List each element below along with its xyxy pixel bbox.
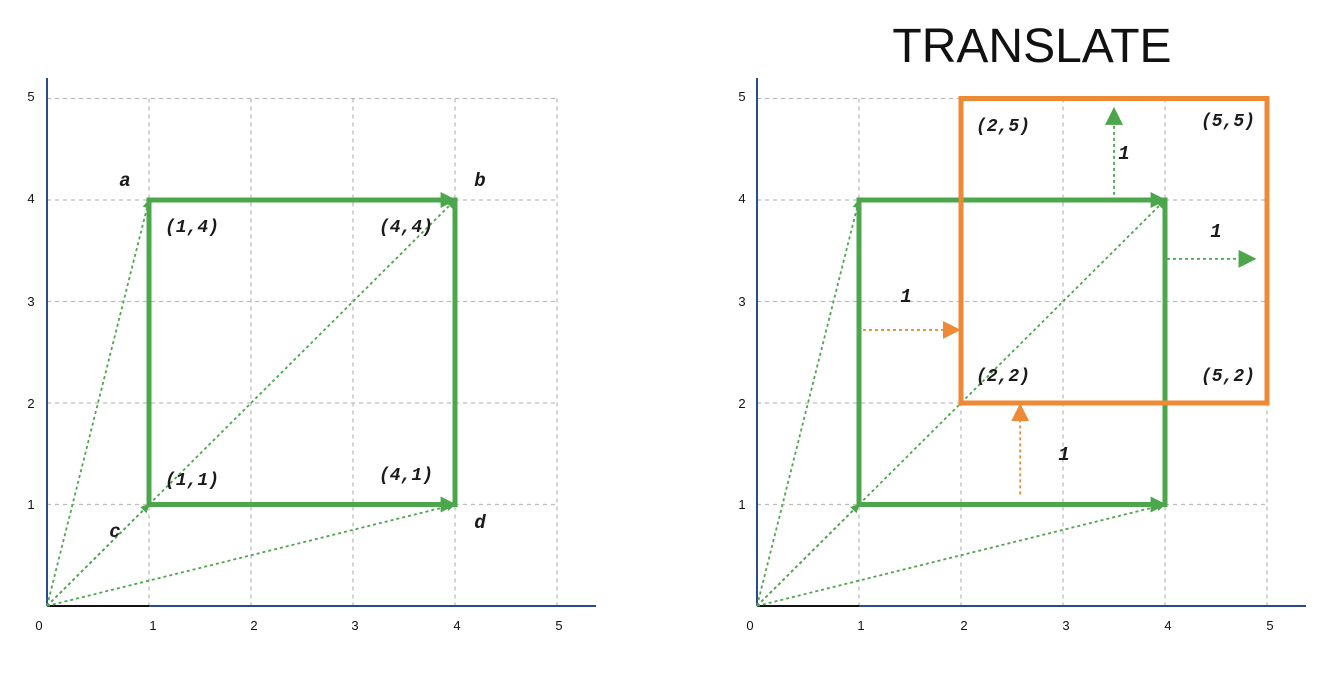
translated-point-label: (5,5)	[1201, 112, 1255, 132]
translated-point-label: (2,2)	[976, 367, 1030, 387]
left-y-tick: 5	[27, 89, 34, 104]
right-x-tick: 2	[960, 618, 967, 633]
shift-label-up-green: 1	[1118, 143, 1129, 165]
left-position-vectors	[46, 199, 456, 607]
left-y-tick: 2	[27, 396, 34, 411]
position-vector	[46, 199, 152, 607]
left-y-tick: 3	[27, 294, 34, 309]
vector-label-a: a	[119, 170, 130, 192]
right-y-tick: 2	[738, 396, 745, 411]
left-y-tick: 1	[27, 497, 34, 512]
translated-point-label: (5,2)	[1201, 367, 1255, 387]
vector-label-c: c	[109, 521, 120, 543]
right-y-tick: 5	[738, 89, 745, 104]
right-labels: (2,5) (5,5) (2,2) (5,2) 1 1 1 1	[900, 112, 1255, 466]
left-origin-label: 0	[35, 618, 42, 633]
point-label: (1,4)	[165, 218, 219, 238]
left-x-tick: 1	[149, 618, 156, 633]
left-y-tick: 4	[27, 191, 34, 206]
left-square	[146, 191, 458, 513]
right-original-square	[856, 191, 1168, 513]
left-labels: a b c d (1,4) (4,4) (1,1) (4,1)	[109, 170, 486, 543]
left-x-tick: 2	[250, 618, 257, 633]
right-x-tick: 5	[1266, 618, 1273, 633]
shift-label-right-green: 1	[1210, 221, 1221, 243]
shift-label-right-orange: 1	[900, 286, 911, 308]
left-tick-labels: 0 1 2 3 4 5 1 2 3 4 5	[27, 89, 562, 633]
position-vector	[756, 502, 1166, 607]
shift-label-up-orange: 1	[1058, 444, 1069, 466]
vector-label-b: b	[474, 170, 485, 192]
left-x-tick: 5	[555, 618, 562, 633]
translation-arrows	[863, 106, 1257, 495]
right-origin-label: 0	[746, 618, 753, 633]
right-y-tick: 4	[738, 191, 745, 206]
translated-point-label: (2,5)	[976, 117, 1030, 137]
left-x-tick: 3	[351, 618, 358, 633]
position-vector	[46, 502, 456, 607]
translated-square	[958, 96, 1270, 406]
position-vector	[756, 199, 862, 607]
right-coordinate-plane: 0 1 2 3 4 5 1 2 3 4 5 (2,5) (5,5) (2,2) …	[738, 78, 1306, 633]
right-tick-labels: 0 1 2 3 4 5 1 2 3 4 5	[738, 89, 1273, 633]
right-x-tick: 3	[1062, 618, 1069, 633]
left-grid	[47, 97, 558, 606]
left-axes	[46, 78, 596, 607]
point-label: (4,4)	[379, 218, 433, 238]
right-position-vectors	[756, 199, 1166, 607]
diagram-title: TRANSLATE	[892, 20, 1171, 73]
left-coordinate-plane: 0 1 2 3 4 5 1 2 3 4 5 a b c d (1,4) (4,4…	[27, 78, 596, 633]
right-y-tick: 3	[738, 294, 745, 309]
right-grid	[757, 97, 1268, 606]
left-x-tick: 4	[453, 618, 460, 633]
point-label: (1,1)	[165, 471, 219, 491]
right-axes	[756, 78, 1306, 607]
point-label: (4,1)	[379, 466, 433, 486]
right-x-tick: 1	[857, 618, 864, 633]
right-y-tick: 1	[738, 497, 745, 512]
right-x-tick: 4	[1164, 618, 1171, 633]
vector-label-d: d	[474, 512, 486, 534]
